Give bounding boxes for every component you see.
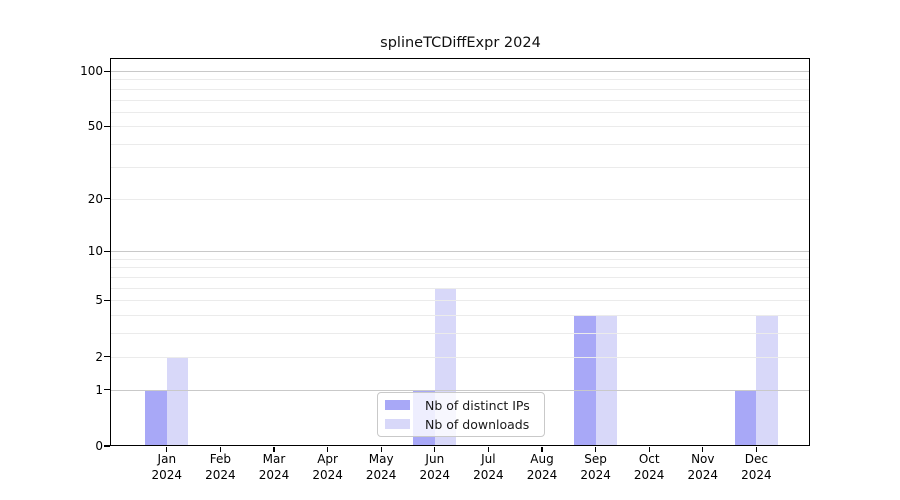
x-tick-year-dec: 2024 (741, 467, 772, 482)
y-tick-mark-100 (104, 70, 110, 72)
x-tick-year-apr: 2024 (312, 467, 343, 482)
x-tick-label-sep: Sep 2024 (566, 452, 626, 483)
x-tick-year-jul: 2024 (473, 467, 504, 482)
x-tick-month-mar: Mar (262, 452, 286, 466)
x-tick-year-oct: 2024 (633, 467, 665, 482)
legend-item-nb-of-downloads: Nb of downloads (385, 417, 536, 432)
gridline-minor-40 (111, 144, 810, 146)
gridline-minor-2 (111, 356, 810, 358)
y-tick-label-20: 20 (87, 191, 103, 206)
x-tick-label-nov: Nov 2024 (673, 452, 733, 483)
y-tick-mark-20 (104, 198, 110, 200)
legend-label-nb-of-distinct-ips: Nb of distinct IPs (425, 397, 530, 413)
legend: Nb of distinct IPs Nb of downloads (377, 392, 545, 437)
x-tick-month-sep: Sep (584, 452, 607, 466)
x-tick-label-may: May 2024 (351, 452, 411, 483)
gridline-minor-80 (111, 88, 810, 90)
x-tick-mark-nov (702, 446, 704, 452)
x-tick-label-feb: Feb 2024 (190, 452, 250, 483)
chart-title: splineTCDiffExpr 2024 (380, 35, 541, 51)
legend-swatch-nb-of-distinct-ips (385, 400, 410, 410)
y-tick-label-100: 100 (80, 64, 103, 78)
gridline-minor-50 (111, 126, 810, 128)
x-tick-mark-dec (755, 446, 758, 452)
x-tick-label-jan: Jan 2024 (137, 452, 197, 483)
gridline-major-10 (111, 251, 810, 253)
y-tick-label-5: 5 (95, 293, 103, 308)
x-tick-mark-may (380, 446, 382, 452)
x-tick-month-jan: Jan (157, 452, 177, 466)
gridline-minor-60 (111, 111, 810, 113)
x-tick-label-oct: Oct 2024 (619, 452, 679, 483)
x-tick-month-aug: Aug (530, 452, 554, 466)
y-tick-label-0: 0 (95, 438, 103, 453)
x-tick-mark-oct (648, 446, 650, 452)
x-tick-year-sep: 2024 (580, 467, 611, 482)
x-tick-mark-feb (219, 446, 222, 452)
x-tick-label-jun: Jun 2024 (405, 452, 465, 483)
y-tick-mark-10 (104, 250, 110, 252)
gridline-minor-30 (111, 166, 810, 168)
bar-sep-nb-of-downloads (595, 315, 618, 446)
x-tick-year-feb: 2024 (205, 467, 236, 482)
x-tick-mark-mar (273, 446, 275, 452)
legend-item-nb-of-distinct-ips: Nb of distinct IPs (385, 398, 536, 413)
x-tick-year-may: 2024 (365, 467, 397, 482)
y-tick-mark-1 (104, 389, 110, 391)
x-tick-label-apr: Apr 2024 (298, 452, 358, 483)
legend-swatch-nb-of-downloads (385, 419, 410, 429)
y-tick-mark-0 (104, 445, 110, 447)
gridline-minor-70 (111, 99, 810, 101)
gridline-minor-6 (111, 287, 810, 289)
gridline-minor-90 (111, 79, 810, 81)
x-tick-year-nov: 2024 (687, 467, 719, 482)
bar-sep-nb-of-distinct-ips (573, 315, 596, 446)
x-tick-year-aug: 2024 (526, 467, 558, 482)
x-tick-month-oct: Oct (638, 452, 660, 466)
y-tick-label-10: 10 (87, 244, 103, 259)
gridline-major-100 (111, 71, 810, 72)
y-tick-label-50: 50 (87, 119, 103, 134)
x-tick-mark-apr (327, 446, 329, 452)
y-tick-mark-5 (104, 299, 110, 302)
x-tick-year-mar: 2024 (258, 467, 290, 482)
x-tick-label-dec: Dec 2024 (726, 452, 786, 483)
gridline-minor-8 (111, 267, 810, 269)
bar-jan-nb-of-distinct-ips (145, 389, 167, 446)
x-tick-month-jun: Jun (425, 452, 445, 466)
gridline-minor-4 (111, 315, 810, 317)
x-tick-month-dec: Dec (744, 452, 768, 466)
gridline-minor-20 (111, 198, 810, 200)
x-tick-mark-jul (487, 446, 490, 452)
x-tick-mark-jun (434, 446, 436, 452)
y-tick-mark-2 (104, 356, 110, 358)
x-tick-month-may: May (368, 452, 394, 466)
y-tick-mark-50 (104, 125, 110, 128)
gridline-minor-3 (111, 333, 810, 335)
gridline-major-1 (111, 389, 810, 391)
bar-dec-nb-of-distinct-ips (734, 389, 757, 446)
x-tick-year-jun: 2024 (419, 467, 451, 482)
gridline-minor-7 (111, 276, 810, 278)
x-tick-year-jan: 2024 (151, 467, 183, 482)
y-tick-label-2: 2 (95, 349, 103, 364)
x-tick-label-mar: Mar 2024 (244, 452, 304, 483)
legend-label-nb-of-downloads: Nb of downloads (425, 416, 530, 432)
x-tick-label-aug: Aug 2024 (512, 452, 572, 483)
y-tick-label-1: 1 (95, 382, 103, 397)
x-tick-label-jul: Jul 2024 (458, 452, 518, 483)
x-tick-month-apr: Apr (317, 452, 338, 466)
bar-dec-nb-of-downloads (756, 315, 779, 446)
x-tick-mark-aug (541, 446, 543, 452)
gridline-minor-5 (111, 300, 810, 302)
x-tick-month-jul: Jul (481, 452, 496, 466)
x-tick-mark-sep (595, 446, 597, 452)
bar-jan-nb-of-downloads (166, 356, 189, 446)
gridline-minor-9 (111, 258, 810, 260)
x-tick-month-nov: Nov (691, 452, 715, 466)
x-tick-mark-jan (166, 446, 168, 452)
x-tick-month-feb: Feb (209, 452, 232, 466)
